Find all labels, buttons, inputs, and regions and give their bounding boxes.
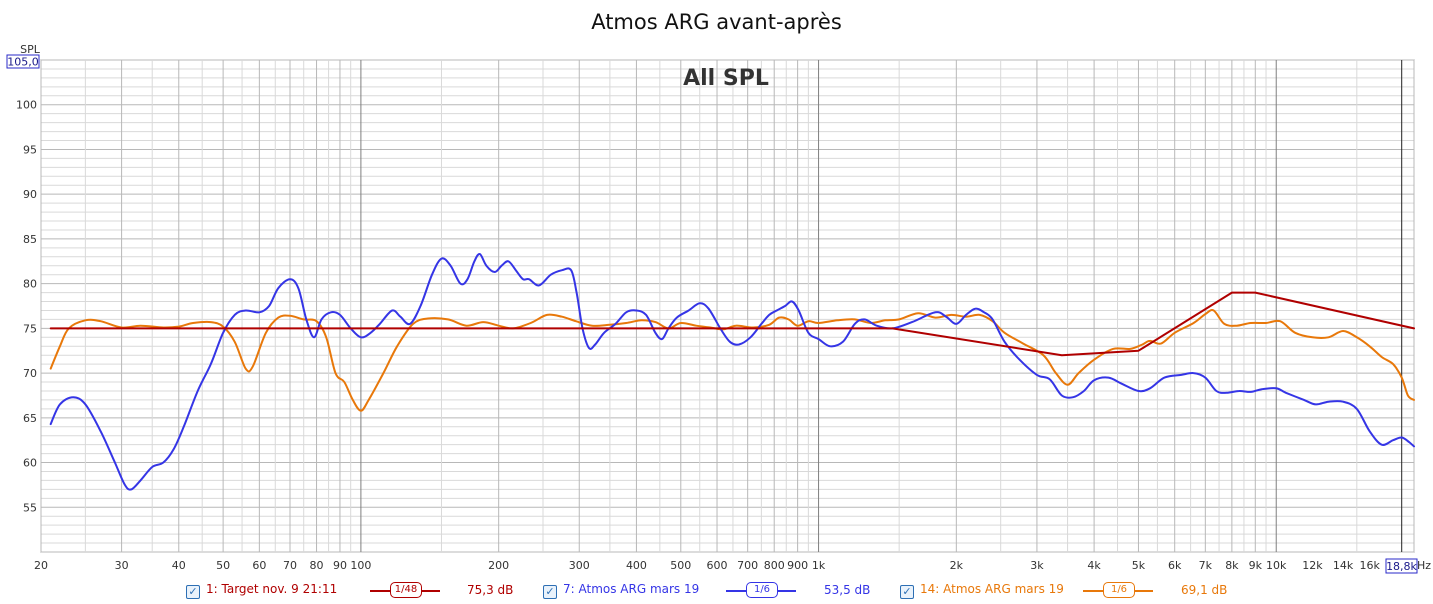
x-tick-label: 200 <box>488 559 509 572</box>
level-readout: 53,5 dB <box>824 583 871 597</box>
x-tick-label: 7k <box>1199 559 1213 572</box>
x-tick-label: 6k <box>1168 559 1182 572</box>
y-cursor-readout[interactable]: 105,0 <box>6 54 40 69</box>
checkbox-icon[interactable]: ✓ <box>543 585 557 599</box>
y-axis-label: SPL <box>20 43 41 56</box>
y-tick-label: 85 <box>23 233 37 246</box>
grid <box>40 59 1415 553</box>
x-tick-label: 10k <box>1266 559 1287 572</box>
plot-frame <box>40 59 1415 553</box>
x-cursor-readout[interactable]: 18,8k <box>1385 558 1418 574</box>
smoothing-control-atmos-14[interactable]: 1/6 <box>1083 582 1153 598</box>
legend-item-atmos-7[interactable]: ✓ 7: Atmos ARG mars 19 <box>543 582 699 599</box>
x-tick-label: 30 <box>115 559 129 572</box>
x-tick-label: 900 <box>787 559 808 572</box>
smoothing-control-target[interactable]: 1/48 <box>370 582 440 598</box>
legend-item-target[interactable]: ✓ 1: Target nov. 9 21:11 <box>186 582 337 599</box>
x-tick-label: 100 <box>350 559 371 572</box>
checkbox-icon[interactable]: ✓ <box>186 585 200 599</box>
chart-title: Atmos ARG avant-après <box>591 10 842 34</box>
y-tick-label: 90 <box>23 188 37 201</box>
x-tick-label: 40 <box>172 559 186 572</box>
x-tick-label: 50 <box>216 559 230 572</box>
series-lines <box>49 253 1415 491</box>
all-spl-label: All SPL <box>683 66 769 91</box>
x-tick-label: 16k <box>1359 559 1380 572</box>
legend-item-atmos-14[interactable]: ✓ 14: Atmos ARG mars 19 <box>900 582 1064 599</box>
x-tick-labels: 20 30 40 50 60 70 80 90 100 200 300 400 500 600 700 800… <box>34 559 1380 572</box>
y-tick-labels: 55 60 65 70 75 80 85 90 95 100 <box>16 99 37 515</box>
x-tick-label: 9k <box>1249 559 1263 572</box>
smoothing-value: 1/48 <box>390 582 422 598</box>
legend-label: 1: Target nov. 9 21:11 <box>206 582 338 596</box>
checkbox-icon[interactable]: ✓ <box>900 585 914 599</box>
x-tick-label: 5k <box>1132 559 1146 572</box>
y-tick-label: 95 <box>23 143 37 156</box>
x-tick-label: 90 <box>333 559 347 572</box>
y-tick-label: 70 <box>23 367 37 380</box>
x-tick-label: 60 <box>252 559 266 572</box>
x-tick-label: 80 <box>310 559 324 572</box>
x-tick-label: 4k <box>1087 559 1101 572</box>
x-tick-label: 1k <box>812 559 826 572</box>
x-tick-label: 800 <box>764 559 785 572</box>
legend-label: 14: Atmos ARG mars 19 <box>920 582 1064 596</box>
y-cursor-value: 105,0 <box>7 56 39 69</box>
x-cursor-value: 18,8k <box>1386 560 1417 573</box>
x-tick-label: 12k <box>1302 559 1323 572</box>
smoothing-value: 1/6 <box>746 582 778 598</box>
x-tick-label: 2k <box>950 559 964 572</box>
y-tick-label: 100 <box>16 99 37 112</box>
x-tick-label: 8k <box>1225 559 1239 572</box>
smoothing-value: 1/6 <box>1103 582 1135 598</box>
level-readout: 69,1 dB <box>1181 583 1228 597</box>
x-tick-label: 20 <box>34 559 48 572</box>
level-readout: 75,3 dB <box>467 583 514 597</box>
x-tick-label: 600 <box>707 559 728 572</box>
y-tick-label: 75 <box>23 322 37 335</box>
series-target-line <box>49 291 1415 357</box>
y-tick-label: 80 <box>23 278 37 291</box>
x-tick-label: 70 <box>283 559 297 572</box>
x-axis-unit: Hz <box>1417 559 1431 572</box>
y-tick-label: 65 <box>23 412 37 425</box>
legend: ✓ 1: Target nov. 9 21:11 1/48 75,3 dB ✓ 7:… <box>0 580 1433 604</box>
x-tick-label: 700 <box>737 559 758 572</box>
x-tick-label: 300 <box>569 559 590 572</box>
x-tick-label: 400 <box>626 559 647 572</box>
x-tick-label: 500 <box>670 559 691 572</box>
y-tick-label: 55 <box>23 501 37 514</box>
series-atmos-7-line <box>49 253 1415 491</box>
y-tick-label: 60 <box>23 457 37 470</box>
x-tick-label: 14k <box>1333 559 1354 572</box>
series-atmos-14-line <box>49 309 1415 412</box>
x-tick-label: 3k <box>1030 559 1044 572</box>
legend-label: 7: Atmos ARG mars 19 <box>563 582 700 596</box>
smoothing-control-atmos-7[interactable]: 1/6 <box>726 582 796 598</box>
